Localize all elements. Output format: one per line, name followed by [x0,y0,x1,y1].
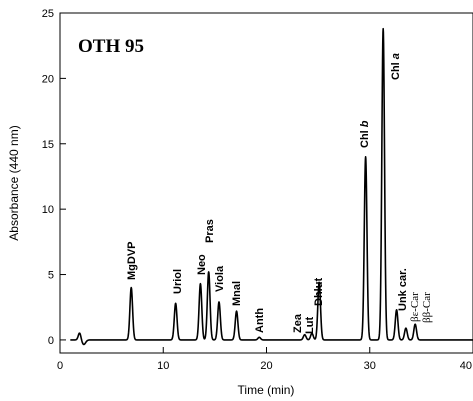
peak-label-bb-car: ββ-Car [421,292,433,323]
peak-label-neo: Neo [196,254,208,275]
x-tick-label: 0 [57,360,63,372]
peak-label-chl-a: Chl a [390,53,402,80]
y-tick-label: 5 [48,270,54,282]
chromatogram-trace [69,27,473,346]
peak-label-pras: Pras [204,219,216,243]
peak-label-dhlut: Dhlut [313,278,325,306]
peak-label-mgdvp: MgDVP [126,242,138,281]
peak-label-lut: Lut [304,317,316,334]
y-tick-label: 15 [42,139,54,151]
y-axis-title: Absorbance (440 nm) [7,125,21,240]
peak-label-chl-b: Chl b [359,120,371,148]
x-tick-label: 40 [460,360,472,372]
peak-label-be-car: βε-Car [409,292,421,322]
peak-label-viola: Viola [214,265,226,292]
x-tick-label: 30 [364,360,376,372]
peak-label-mnal: Mnal [231,281,243,306]
peak-label-uriol: Uriol [172,269,184,294]
x-axis: 0 10 20 30 40 [57,347,473,372]
y-axis: 0 5 10 15 20 25 [42,8,66,347]
chart-title: OTH 95 [78,36,144,57]
y-tick-label: 20 [42,73,54,85]
x-tick-label: 10 [157,360,169,372]
y-tick-label: 25 [42,8,54,20]
peak-label-anth: Anth [254,308,266,333]
x-tick-label: 20 [260,360,272,372]
peak-label-zea: Zea [292,313,304,333]
peak-label-unk-car: Unk car. [397,268,409,311]
y-tick-label: 10 [42,204,54,216]
y-tick-label: 0 [48,335,54,347]
x-axis-title: Time (min) [238,383,295,397]
